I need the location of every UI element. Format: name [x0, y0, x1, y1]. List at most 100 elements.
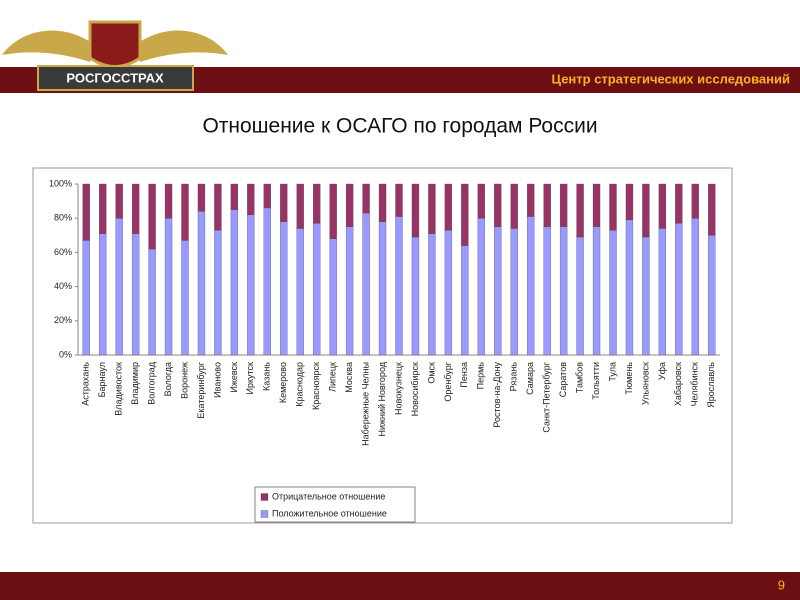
x-tick-label: Ижевск [229, 362, 239, 393]
bar-segment [131, 183, 140, 234]
bar-segment [296, 228, 304, 356]
bar-segment [494, 183, 502, 227]
y-tick-label: 40% [54, 281, 72, 291]
bar-segment [214, 230, 222, 356]
bar-segment [263, 207, 271, 356]
x-tick-label: Пермь [476, 362, 486, 390]
footer-bar [0, 572, 800, 600]
bar-segment [708, 235, 716, 356]
bar-segment [131, 233, 140, 356]
bar-segment [329, 238, 337, 356]
bar-segment [164, 183, 173, 219]
bar-segment [247, 183, 255, 215]
bar-segment [148, 248, 156, 356]
bar-segment [592, 226, 601, 356]
y-tick-label: 0% [59, 349, 72, 359]
x-tick-label: Хабаровск [673, 362, 683, 406]
bar-segment [559, 183, 568, 227]
bar-segment [247, 214, 255, 356]
x-tick-label: Волгоград [146, 361, 156, 404]
bar-segment [329, 183, 337, 239]
legend-label: Отрицательное отношение [272, 491, 385, 501]
logo: РОСГОССТРАХ [2, 20, 228, 91]
x-tick-label: Тольятти [591, 362, 601, 400]
bar-segment [230, 209, 239, 356]
bar-segment [296, 183, 304, 229]
bar-segment [444, 183, 453, 231]
bar-segment [362, 183, 370, 214]
bar-segment [197, 183, 206, 212]
x-tick-label: Рязань [509, 362, 519, 392]
bar-segment [197, 211, 206, 356]
bar-segment [313, 183, 321, 224]
bar-segment [181, 183, 189, 241]
bar-segment [362, 212, 370, 356]
bar-segment [280, 183, 288, 222]
bar-segment [345, 226, 354, 356]
bar-segment [378, 183, 387, 222]
bar-segment [642, 236, 650, 356]
x-tick-label: Челябинск [690, 362, 700, 406]
x-tick-label: Нижний Новгород [377, 361, 387, 436]
legend-swatch [260, 510, 269, 518]
x-tick-label: Владимир [130, 362, 140, 405]
legend-label: Положительное отношение [272, 508, 387, 518]
x-tick-label: Ульяновск [640, 362, 650, 405]
bar-segment [609, 183, 617, 231]
x-tick-label: Оренбург [443, 361, 453, 401]
bar-segment [543, 183, 551, 227]
bar-segment [461, 245, 469, 356]
x-tick-label: Самара [525, 362, 535, 395]
bar-segment [428, 183, 436, 234]
bar-segment [510, 228, 518, 356]
bar-segment [395, 183, 403, 217]
bar-segment [428, 233, 436, 356]
x-tick-label: Набережные Челны [360, 362, 370, 446]
x-tick-label: Красноярск [311, 362, 321, 410]
x-tick-label: Новосибирск [410, 362, 420, 416]
x-tick-label: Москва [344, 362, 354, 393]
bar-segment [510, 183, 518, 229]
x-tick-label: Екатеринбург [196, 361, 206, 418]
bar-segment [576, 183, 584, 238]
bar-segment [559, 226, 568, 356]
x-tick-label: Санкт-Петербург [542, 361, 552, 432]
legend-box [254, 486, 416, 523]
logo-text: РОСГОССТРАХ [66, 70, 164, 85]
bar-segment [82, 183, 90, 241]
bar-segment [691, 183, 699, 219]
x-tick-label: Саратов [558, 362, 568, 397]
bar-segment [494, 226, 502, 356]
bar-segment [527, 216, 535, 356]
x-tick-label: Иркутск [245, 362, 255, 395]
x-tick-label: Казань [262, 362, 272, 391]
x-tick-label: Тамбов [574, 362, 584, 393]
bar-segment [99, 183, 107, 234]
bar-segment [411, 183, 420, 238]
bar-segment [658, 228, 667, 356]
x-tick-label: Воронеж [179, 362, 189, 399]
y-tick-label: 60% [54, 247, 72, 257]
bar-segment [543, 226, 551, 356]
bar-segment [99, 233, 107, 356]
bar-segment [642, 183, 650, 238]
bar-segment [609, 230, 617, 356]
bar-segment [477, 183, 485, 219]
bar-segment [675, 183, 683, 224]
x-tick-label: Новокузнецк [393, 362, 403, 415]
x-tick-label: Уфа [657, 362, 667, 380]
bar-segment [527, 183, 535, 217]
y-tick-label: 20% [54, 315, 72, 325]
x-tick-label: Владивосток [114, 362, 124, 416]
x-tick-label: Омск [426, 362, 436, 384]
y-tick-label: 100% [49, 178, 72, 188]
bar-segment [461, 183, 469, 246]
bar-segment [280, 221, 288, 356]
x-tick-label: Пенза [459, 362, 469, 388]
x-tick-label: Кемерово [278, 362, 288, 403]
bar-segment [675, 223, 683, 356]
bar-segment [230, 183, 239, 210]
bar-segment [181, 240, 189, 356]
x-tick-label: Барнаул [97, 362, 107, 397]
